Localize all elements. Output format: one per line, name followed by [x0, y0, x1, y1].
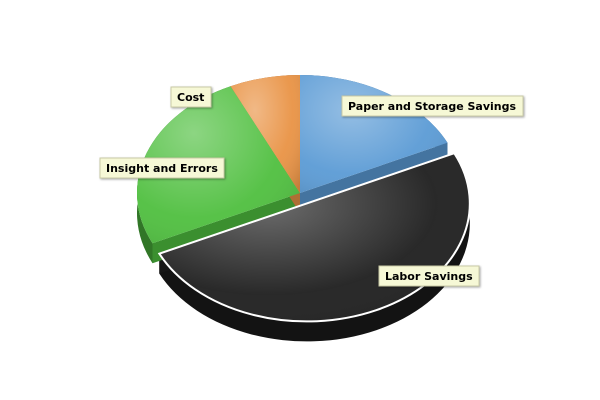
label-box-paper-and-storage-savings	[341, 95, 524, 117]
label-text-cost: Cost	[177, 91, 204, 104]
pie-slice-outline-labor-savings	[157, 151, 471, 323]
label-box-labor-savings	[378, 265, 480, 287]
label-box-insight-and-errors	[99, 157, 225, 179]
label-cost: Cost	[170, 86, 212, 108]
pie-slice-highlight-paper-and-storage-savings	[300, 75, 448, 193]
label-paper-and-storage-savings: Paper and Storage Savings	[341, 95, 524, 117]
label-box-cost	[170, 86, 212, 108]
label-labor-savings: Labor Savings	[378, 265, 480, 287]
label-insight-and-errors: Insight and Errors	[99, 157, 225, 179]
label-text-labor-savings: Labor Savings	[385, 270, 473, 283]
label-text-insight-and-errors: Insight and Errors	[106, 162, 218, 175]
slice-labels: Paper and Storage Savings Labor Savings In…	[99, 86, 524, 287]
label-text-paper-and-storage-savings: Paper and Storage Savings	[348, 100, 516, 113]
pie-slice-highlight-cost	[230, 75, 300, 193]
